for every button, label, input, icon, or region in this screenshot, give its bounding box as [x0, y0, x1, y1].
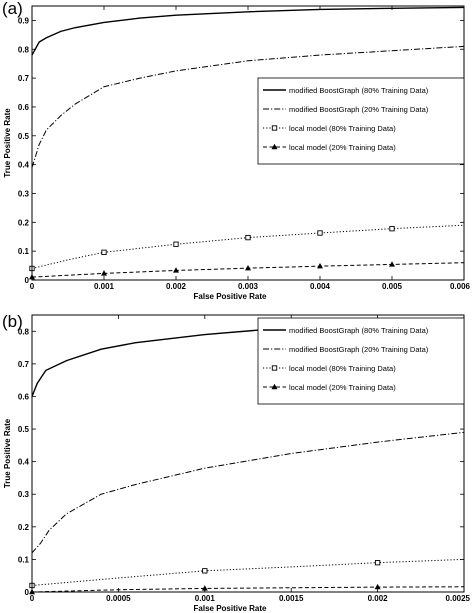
x-tick-label: 0.005: [382, 282, 403, 291]
y-tick-label: 0.1: [18, 247, 30, 256]
y-tick-label: 0.8: [18, 327, 30, 336]
marker-square: [389, 226, 395, 232]
y-tick-label: 0: [25, 588, 30, 597]
series-line-2: [31, 45, 465, 168]
series-line-2: [31, 431, 465, 554]
y-tick-label: 0.2: [18, 523, 30, 532]
series-line-3: [31, 224, 465, 269]
legend: modified BoostGraph (80% Training Data) m…: [257, 77, 465, 165]
x-tick-label: 0.004: [310, 282, 331, 291]
y-tick-label: 0.8: [18, 45, 30, 54]
y-tick-label: 0.6: [18, 103, 30, 112]
y-tick-label: 0.1: [18, 555, 30, 564]
y-tick-label: 0.3: [18, 189, 30, 198]
x-tick-label: 0: [30, 594, 35, 603]
x-tick-label: 0.006: [450, 282, 471, 291]
legend-entry: modified BoostGraph (80% Training Data): [289, 86, 429, 95]
legend-marker-square: [271, 125, 278, 131]
panel-label: (b): [2, 312, 23, 331]
y-tick-label: 0.7: [18, 360, 30, 369]
panel-label: (a): [2, 0, 23, 18]
legend-entry: modified BoostGraph (20% Training Data): [289, 105, 429, 114]
marker-square: [202, 568, 208, 574]
marker-square: [317, 230, 323, 236]
chart-a: (a) 0 0.001 0.002 0.003 0.004 0.005 0.006 0 0.1 0.…: [2, 0, 471, 301]
x-tick-label: 0.001: [94, 282, 115, 291]
y-tick-label: 0.9: [18, 16, 30, 25]
y-tick-label: 0: [25, 276, 30, 285]
x-tick-label: 0: [30, 282, 35, 291]
y-tick-label: 0.5: [18, 132, 30, 141]
legend-box: [257, 77, 465, 165]
plot-frame: [31, 314, 465, 593]
series-line-1: [31, 6, 465, 56]
y-tick-label: 0.6: [18, 392, 30, 401]
legend-entry: modified BoostGraph (20% Training Data): [289, 345, 429, 354]
x-tick-label: 0.0025: [446, 594, 471, 603]
legend-marker-triangle: [271, 143, 278, 150]
marker-triangle: [173, 267, 179, 273]
x-tick-label: 0.0005: [106, 594, 131, 603]
legend-entry: local model (80% Training Data): [289, 124, 396, 133]
marker-triangle: [201, 585, 208, 591]
marker-triangle: [101, 270, 107, 276]
x-tick-label: 0.002: [166, 282, 187, 291]
y-axis-label: True Positive Rate: [3, 108, 12, 178]
legend-entry: local model (20% Training Data): [289, 383, 396, 392]
legend-entry: modified BoostGraph (80% Training Data): [289, 326, 429, 335]
legend-box: [257, 317, 465, 405]
legend-entry: local model (20% Training Data): [289, 143, 396, 152]
marker-square: [173, 241, 179, 247]
legend: modified BoostGraph (80% Training Data) m…: [257, 317, 465, 405]
marker-square: [374, 560, 381, 566]
y-tick-label: 0.2: [18, 218, 30, 227]
marker-square: [101, 249, 107, 255]
x-tick-label: 0.0015: [279, 594, 304, 603]
marker-triangle: [389, 261, 395, 267]
y-axis-label: True Positive Rate: [3, 418, 12, 488]
x-tick-label: 0.001: [195, 594, 216, 603]
series-line-3: [31, 558, 465, 586]
legend-marker-triangle: [271, 383, 278, 390]
x-axis-label: False Positive Rate: [194, 292, 267, 301]
chart-b: (b) 0 0.0005 0.001 0.0015 0.002 0.0025 0 0.1 0.2 0…: [2, 312, 471, 613]
y-tick-label: 0.7: [18, 74, 30, 83]
marker-triangle: [245, 264, 251, 271]
series-line-4: [31, 586, 465, 593]
y-tick-label: 0.5: [18, 425, 30, 434]
legend-marker-square: [271, 365, 278, 371]
marker-triangle: [374, 583, 381, 590]
marker-triangle: [317, 262, 323, 269]
y-tick-label: 0.3: [18, 490, 30, 499]
x-tick-label: 0.002: [368, 594, 389, 603]
legend-entry: local model (80% Training Data): [289, 364, 396, 373]
y-tick-label: 0.4: [18, 458, 30, 467]
x-axis-label: False Positive Rate: [194, 604, 267, 613]
y-tick-label: 0.4: [18, 161, 30, 170]
x-tick-label: 0.003: [238, 282, 259, 291]
marker-square: [245, 234, 251, 241]
